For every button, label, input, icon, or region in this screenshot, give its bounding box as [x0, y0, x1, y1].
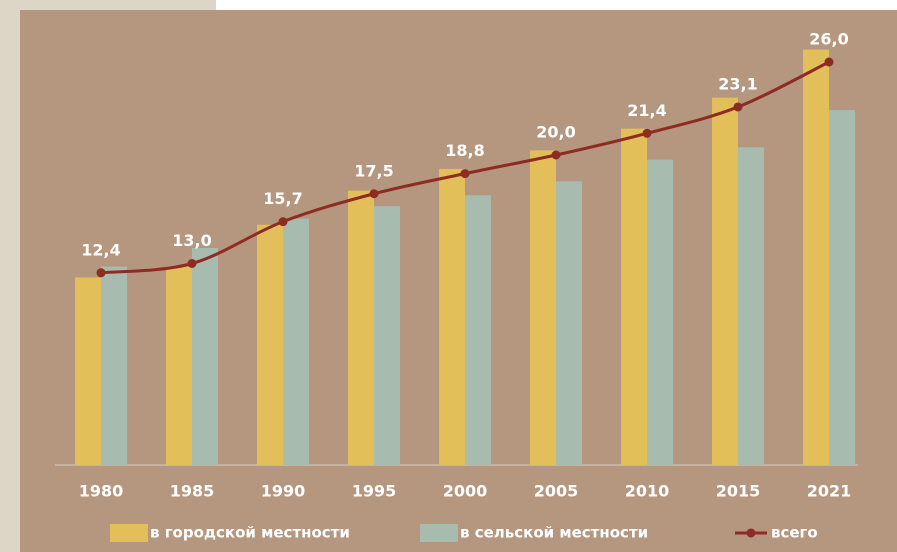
bar: [192, 248, 218, 465]
point: [187, 259, 197, 268]
legend-label: в городской местности: [150, 524, 350, 542]
x-tick-label: 1985: [170, 482, 215, 501]
legend-point: [746, 528, 756, 538]
bar: [647, 159, 673, 465]
bar: [712, 97, 738, 466]
bar: [530, 150, 556, 465]
data-label: 21,4: [627, 101, 666, 120]
x-tick-label: 1980: [79, 482, 124, 501]
bar: [439, 168, 465, 465]
x-tick-label: 2000: [443, 482, 488, 501]
x-tick-label: 2005: [534, 482, 579, 501]
data-label: 12,4: [81, 240, 120, 259]
x-tick-label: 2010: [625, 482, 670, 501]
point: [551, 150, 561, 160]
bar: [75, 277, 101, 465]
x-tick-label: 2015: [716, 482, 761, 501]
bar: [166, 266, 192, 465]
bar: [374, 206, 400, 465]
data-label: 15,7: [263, 189, 302, 208]
point: [96, 268, 106, 278]
data-label: 18,8: [445, 141, 484, 160]
data-label: 20,0: [536, 123, 575, 142]
data-label: 23,1: [718, 74, 757, 93]
x-tick-label: 2021: [807, 482, 852, 501]
point: [369, 189, 379, 199]
point: [733, 102, 743, 112]
legend-swatch: [420, 524, 458, 542]
point: [460, 169, 470, 179]
bar: [621, 128, 647, 465]
frame-top: [0, 0, 216, 12]
bar: [829, 110, 855, 466]
bar: [556, 181, 582, 465]
legend-label: в сельской местности: [460, 524, 648, 542]
point: [824, 57, 834, 67]
x-tick-label: 1995: [352, 482, 397, 501]
x-tick-label: 1990: [261, 482, 306, 501]
bar: [465, 195, 491, 466]
bar: [738, 147, 764, 465]
bar: [101, 266, 127, 465]
frame-left: [0, 0, 20, 552]
data-label: 26,0: [809, 30, 848, 49]
point: [642, 128, 652, 138]
data-label: 13,0: [172, 231, 211, 250]
bar: [257, 224, 283, 465]
bar: [803, 49, 829, 465]
bar: [283, 218, 309, 465]
data-label: 17,5: [354, 161, 393, 180]
bar: [348, 190, 374, 465]
legend-label: всего: [771, 524, 818, 542]
legend-swatch: [110, 524, 148, 542]
point: [278, 217, 288, 227]
